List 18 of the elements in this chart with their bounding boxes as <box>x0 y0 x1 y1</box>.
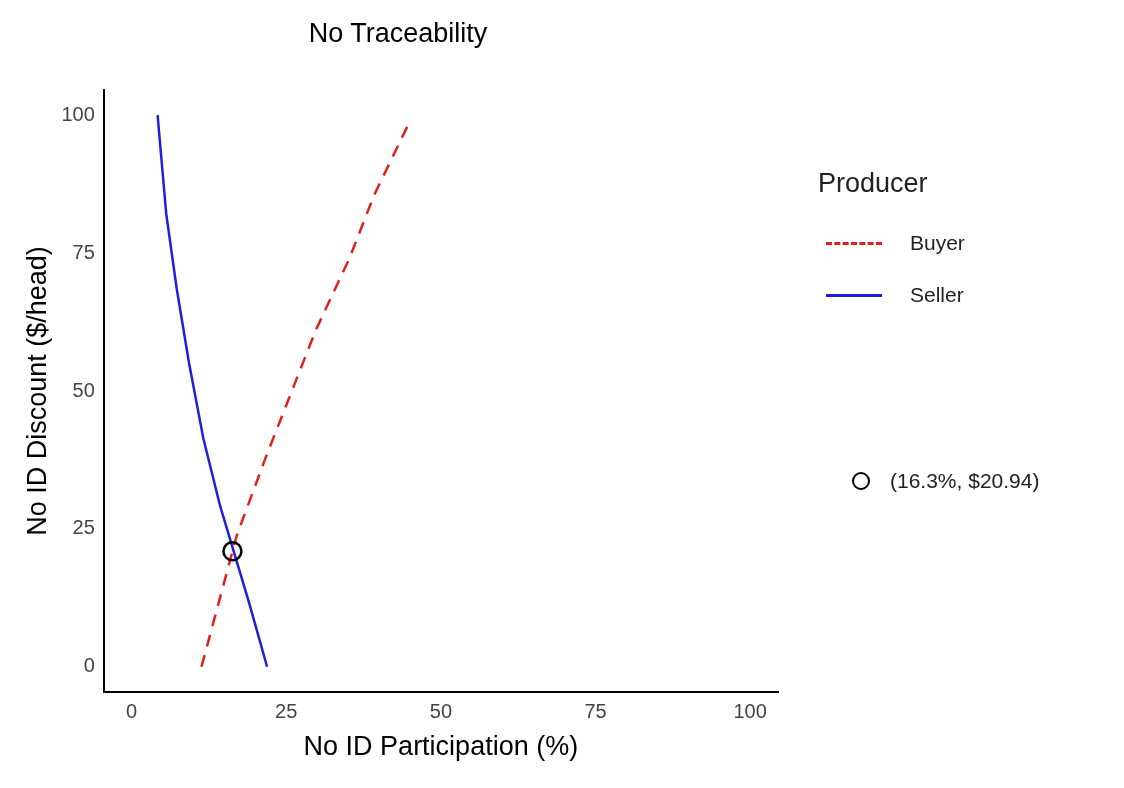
y-tick-label: 100 <box>61 102 95 125</box>
x-tick-label: 25 <box>275 700 298 723</box>
legend-label: Buyer <box>910 231 965 255</box>
legend-label: Seller <box>910 283 964 307</box>
x-tick-label: 75 <box>584 700 607 723</box>
line-series <box>200 125 409 669</box>
y-axis-title: No ID Discount ($/head) <box>21 246 52 536</box>
x-tick-label: 100 <box>733 700 767 723</box>
x-tick-label: 50 <box>429 700 453 723</box>
y-tick-label: 25 <box>72 516 95 539</box>
x-tick-label: 0 <box>126 700 138 723</box>
y-tick-label: 0 <box>83 654 95 677</box>
legend-title: Producer <box>818 168 929 199</box>
legend-label: (16.3%, $20.94) <box>890 469 1040 493</box>
chart-title: No Traceability <box>308 17 488 48</box>
y-tick-label: 75 <box>72 240 95 263</box>
y-tick-label: 50 <box>72 378 95 401</box>
x-axis-title: No ID Participation (%) <box>303 731 579 762</box>
